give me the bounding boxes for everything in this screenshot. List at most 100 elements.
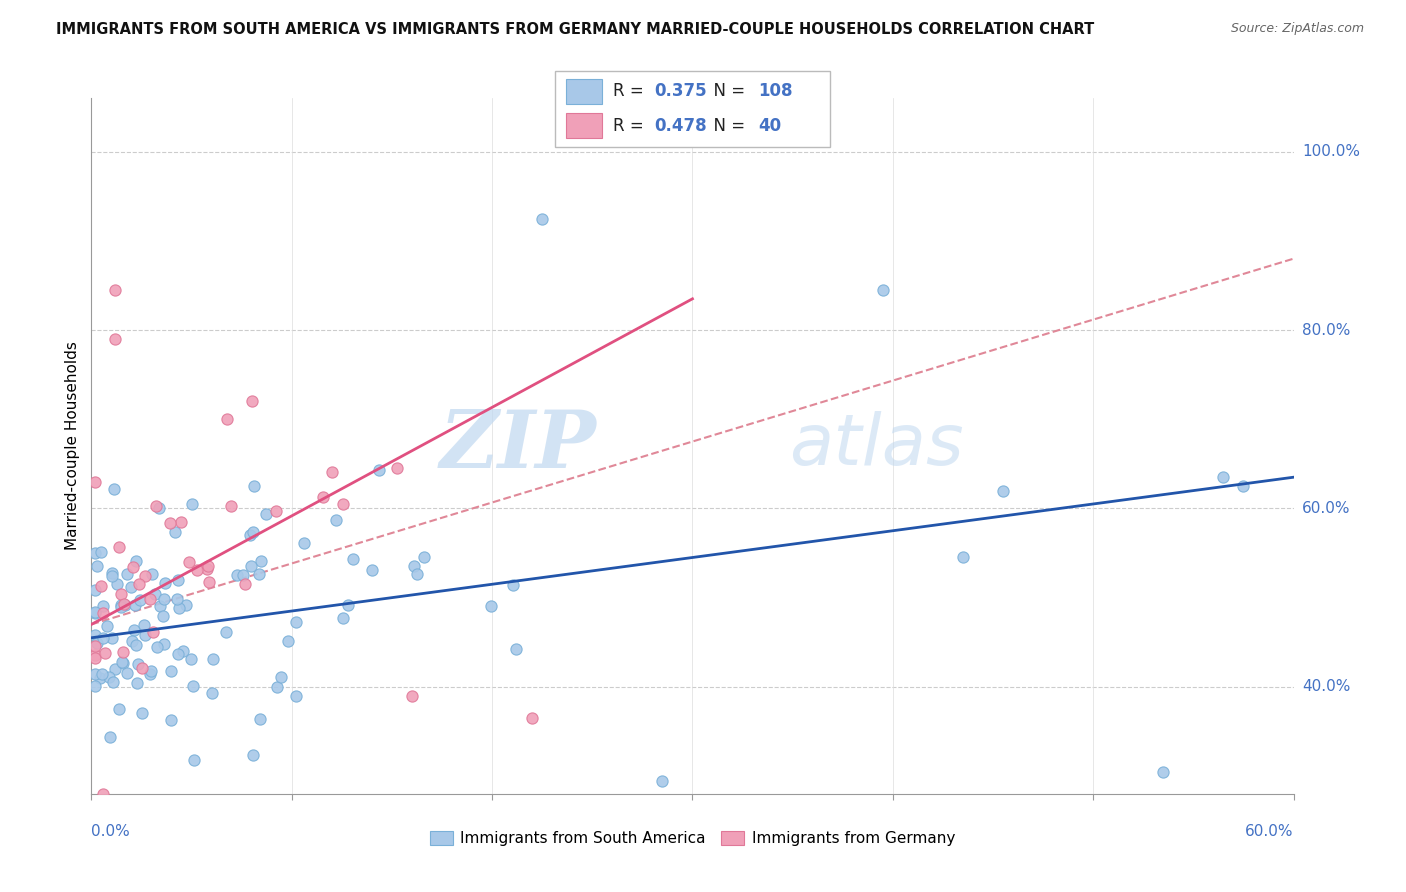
- Point: [332, 497, 354, 511]
- Point: [101, 675, 124, 690]
- Point: [90, 579, 112, 593]
- Point: [120, 580, 142, 594]
- Point: [103, 662, 125, 676]
- Point: [145, 640, 167, 654]
- Point: [104, 283, 127, 297]
- Point: [167, 574, 190, 588]
- Point: [108, 702, 131, 716]
- Point: [96, 619, 118, 633]
- Point: [167, 601, 190, 615]
- Point: [84, 546, 107, 560]
- Point: [104, 332, 127, 346]
- Point: [110, 598, 132, 612]
- Point: [502, 578, 524, 592]
- Point: [1232, 479, 1254, 493]
- Point: [103, 482, 125, 496]
- Point: [124, 598, 146, 612]
- Point: [159, 713, 181, 727]
- Point: [952, 550, 974, 565]
- Point: [125, 676, 148, 690]
- Point: [217, 412, 239, 426]
- Point: [240, 394, 263, 409]
- Point: [166, 648, 188, 662]
- Text: IMMIGRANTS FROM SOUTH AMERICA VS IMMIGRANTS FROM GERMANY MARRIED-COUPLE HOUSEHOL: IMMIGRANTS FROM SOUTH AMERICA VS IMMIGRA…: [56, 22, 1094, 37]
- Point: [1152, 764, 1174, 779]
- Point: [232, 568, 254, 582]
- Point: [131, 661, 153, 675]
- Point: [872, 283, 894, 297]
- Text: N =: N =: [703, 82, 751, 101]
- Point: [110, 587, 132, 601]
- Point: [148, 500, 170, 515]
- Point: [139, 592, 162, 607]
- Point: [181, 497, 204, 511]
- Text: 108: 108: [758, 82, 793, 101]
- Point: [148, 599, 170, 613]
- Point: [401, 689, 423, 703]
- Point: [143, 587, 166, 601]
- Point: [285, 690, 308, 704]
- Point: [84, 667, 107, 681]
- Point: [292, 536, 315, 550]
- Point: [134, 617, 156, 632]
- Point: [197, 575, 219, 590]
- Point: [285, 615, 308, 629]
- Point: [404, 558, 426, 573]
- Point: [180, 652, 202, 666]
- Point: [242, 747, 264, 762]
- Point: [225, 568, 247, 582]
- Point: [152, 609, 174, 624]
- Point: [128, 577, 150, 591]
- Point: [166, 592, 188, 607]
- Point: [115, 666, 138, 681]
- Point: [91, 787, 114, 801]
- Point: [134, 628, 156, 642]
- Point: [266, 680, 288, 694]
- FancyBboxPatch shape: [567, 79, 602, 104]
- Point: [111, 655, 134, 669]
- Point: [121, 633, 143, 648]
- Point: [183, 679, 205, 693]
- Point: [107, 540, 129, 554]
- Point: [312, 490, 335, 504]
- FancyBboxPatch shape: [567, 113, 602, 138]
- Point: [153, 592, 176, 607]
- Text: R =: R =: [613, 82, 650, 101]
- Point: [139, 664, 162, 678]
- Point: [125, 638, 148, 652]
- Point: [219, 500, 242, 514]
- Point: [122, 623, 145, 637]
- Point: [105, 577, 128, 591]
- Point: [86, 635, 108, 649]
- Point: [84, 679, 107, 693]
- FancyBboxPatch shape: [555, 71, 830, 147]
- Point: [505, 641, 527, 656]
- Point: [254, 507, 277, 521]
- Point: [84, 475, 107, 490]
- Text: R =: R =: [613, 117, 650, 135]
- Text: 40: 40: [758, 117, 782, 135]
- Text: 80.0%: 80.0%: [1302, 323, 1350, 337]
- Point: [84, 605, 107, 619]
- Point: [479, 599, 502, 614]
- Point: [159, 664, 181, 678]
- Point: [332, 611, 354, 625]
- Point: [145, 499, 167, 513]
- Point: [112, 597, 135, 611]
- Point: [163, 524, 186, 539]
- Point: [233, 576, 256, 591]
- Point: [174, 598, 197, 612]
- Point: [215, 625, 238, 640]
- Point: [110, 600, 132, 615]
- Point: [101, 631, 124, 645]
- Text: 100.0%: 100.0%: [1302, 145, 1360, 159]
- Point: [195, 562, 218, 576]
- Point: [134, 568, 156, 582]
- Point: [84, 607, 107, 621]
- Point: [405, 567, 427, 582]
- Legend: Immigrants from South America, Immigrants from Germany: Immigrants from South America, Immigrant…: [423, 824, 962, 853]
- Point: [89, 671, 111, 685]
- Text: 0.0%: 0.0%: [91, 824, 131, 839]
- Point: [201, 651, 224, 665]
- Point: [1212, 470, 1234, 484]
